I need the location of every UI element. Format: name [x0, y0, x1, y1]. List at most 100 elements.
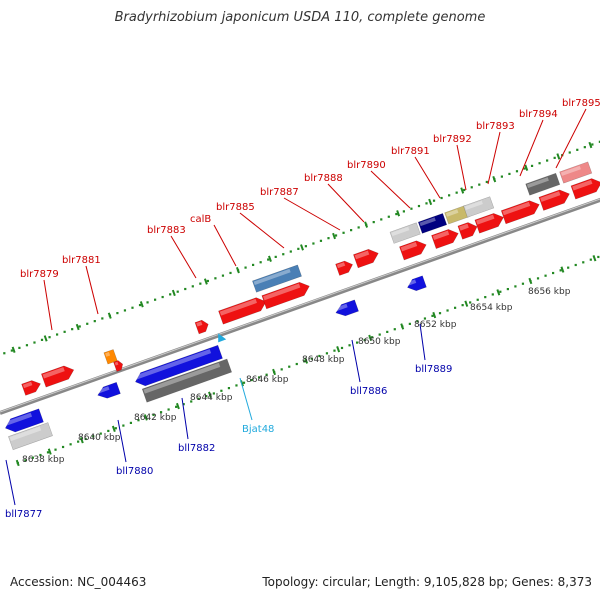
gene-forward-olive[interactable]: [444, 205, 470, 225]
lower-track-dot: [31, 456, 35, 459]
gene-forward[interactable]: [457, 220, 480, 240]
gene-label-blr7894[interactable]: blr7894: [519, 109, 558, 120]
gene-label-bll7877[interactable]: bll7877: [5, 509, 42, 520]
gene-label-blr7895[interactable]: blr7895: [562, 98, 600, 109]
gene-reverse[interactable]: [133, 344, 223, 388]
gene-shape: [21, 380, 41, 396]
gene-shape: [570, 178, 600, 200]
lower-track-dot: [303, 360, 306, 363]
gene-shape: [335, 260, 353, 276]
gene-shape: [103, 349, 118, 365]
upper-track-tick: [332, 232, 336, 240]
gene-forward[interactable]: [399, 238, 428, 261]
gene-label-bll7886[interactable]: bll7886: [350, 386, 387, 397]
gene-label-blr7890[interactable]: blr7890: [347, 160, 386, 171]
gene-forward[interactable]: [500, 198, 541, 225]
gene-gloss: [196, 321, 203, 327]
gene-label-blr7883[interactable]: blr7883: [147, 225, 186, 236]
gene-reverse[interactable]: [96, 381, 121, 401]
gene-forward-navy[interactable]: [417, 213, 448, 234]
scale-tick-label: 8654 kbp: [470, 303, 513, 313]
upper-track-dot: [153, 298, 157, 301]
upper-track-dot: [583, 146, 586, 149]
gene-forward-orange[interactable]: [103, 349, 118, 365]
gene-label-blr7879[interactable]: blr7879: [20, 269, 59, 280]
upper-track-dot: [553, 156, 556, 159]
gene-shape: [407, 275, 427, 291]
gene-forward[interactable]: [431, 227, 460, 249]
gene-forward-grey[interactable]: [389, 222, 421, 244]
gene-gloss: [406, 279, 417, 286]
gene-forward[interactable]: [40, 363, 76, 388]
lower-track-dot: [416, 320, 419, 323]
upper-track-dot: [161, 295, 164, 299]
gene-reverse[interactable]: [3, 408, 44, 435]
gene-gloss: [335, 303, 348, 312]
lower-track-dot: [582, 261, 585, 264]
gene-forward-steel[interactable]: [252, 264, 302, 293]
gene-forward-darkgrey[interactable]: [525, 172, 561, 196]
upper-track-dot: [546, 159, 549, 162]
scale-tick-label: 8638 kbp: [22, 455, 65, 465]
lower-track-dot: [438, 312, 442, 315]
gene-label-bll7882[interactable]: bll7882: [178, 443, 215, 454]
gene-reverse[interactable]: [334, 299, 359, 319]
gene-label-blr7885[interactable]: blr7885: [216, 202, 255, 213]
gene-label-bll7880[interactable]: bll7880: [116, 466, 153, 477]
gene-gloss: [134, 349, 212, 380]
lower-track-dot: [212, 392, 215, 395]
gene-reverse[interactable]: [405, 275, 427, 293]
gene-label-blr7892[interactable]: blr7892: [433, 134, 472, 145]
lower-track-dot: [552, 271, 555, 275]
gene-forward[interactable]: [335, 259, 355, 276]
gene-label-blr7891[interactable]: blr7891: [391, 146, 430, 157]
gene-gloss: [336, 262, 346, 269]
trna-glyph[interactable]: [218, 333, 227, 343]
lower-track-dot: [152, 413, 155, 416]
gene-forward[interactable]: [218, 295, 268, 325]
gene-gloss: [459, 223, 469, 231]
upper-track-tick: [428, 198, 433, 206]
gene-forward[interactable]: [261, 280, 312, 310]
gene-label-bjat48[interactable]: Bjat48: [242, 424, 274, 435]
gene-label-blr7887[interactable]: blr7887: [260, 187, 299, 198]
lower-track-tick: [400, 323, 405, 330]
gene-forward-grey[interactable]: [463, 196, 495, 218]
gene-label-blr7888[interactable]: blr7888: [304, 173, 343, 184]
upper-track-dot: [146, 301, 149, 304]
gene-forward[interactable]: [194, 319, 210, 335]
gene-label-bll7889[interactable]: bll7889: [415, 364, 452, 375]
lower-track-dot: [182, 403, 185, 406]
gene-forward[interactable]: [474, 211, 506, 234]
gene-gloss: [464, 200, 483, 211]
upper-track-dot: [289, 250, 292, 253]
gene-shape: [4, 408, 44, 433]
gene-shape: [353, 249, 379, 269]
lower-track-dot: [521, 282, 525, 285]
gene-gloss: [354, 250, 370, 260]
gene-forward[interactable]: [570, 176, 600, 200]
gene-gloss: [22, 381, 33, 389]
gene-label-calb[interactable]: calB: [190, 214, 211, 225]
upper-track-tick: [396, 210, 401, 217]
gene-forward[interactable]: [353, 247, 380, 269]
gene-label-blr7893[interactable]: blr7893: [476, 121, 515, 132]
topology-text: Topology: circular; Length: 9,105,828 bp…: [262, 575, 592, 589]
gene-leader-line: [519, 119, 544, 177]
gene-gloss: [219, 298, 257, 316]
upper-track-dot: [538, 162, 541, 165]
gene-gloss: [42, 367, 65, 379]
gene-label-blr7881[interactable]: blr7881: [62, 255, 101, 266]
gene-forward[interactable]: [113, 359, 125, 372]
gene-forward[interactable]: [21, 378, 43, 396]
gene-reverse-grey[interactable]: [8, 422, 53, 451]
gene-forward-pink[interactable]: [559, 161, 593, 184]
gene-forward[interactable]: [538, 187, 572, 211]
lower-track-dot: [265, 373, 268, 376]
gene-shape: [417, 213, 448, 234]
upper-track-dot: [432, 199, 436, 202]
upper-track-dot: [48, 336, 51, 339]
gene-reverse-darkgrey[interactable]: [141, 358, 232, 403]
lower-track-dot: [257, 376, 261, 379]
upper-track-tick: [107, 312, 112, 319]
